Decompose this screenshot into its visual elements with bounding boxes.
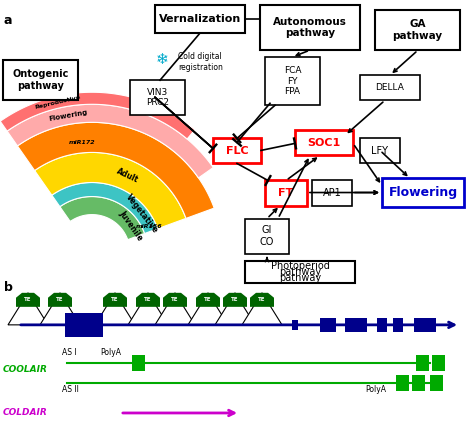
Text: COOLAIR: COOLAIR [3,365,48,375]
Polygon shape [136,293,160,307]
FancyBboxPatch shape [260,5,360,50]
Polygon shape [223,293,247,307]
Polygon shape [128,293,168,325]
Text: TE: TE [111,297,119,302]
Polygon shape [40,293,80,325]
Text: FLC: FLC [226,146,248,156]
Text: PolyA: PolyA [365,385,386,394]
Bar [345,318,367,332]
FancyBboxPatch shape [265,181,307,206]
Polygon shape [8,293,48,325]
Bar [396,375,409,391]
Bar [393,318,403,332]
Text: Vernalization: Vernalization [159,14,241,24]
Polygon shape [48,293,72,307]
Bar [430,375,443,391]
Polygon shape [196,293,220,307]
Text: TE: TE [204,297,212,302]
FancyBboxPatch shape [213,139,261,163]
Bar [320,318,336,332]
Text: TE: TE [231,297,239,302]
FancyBboxPatch shape [375,10,460,50]
Polygon shape [155,293,195,325]
Text: VIN3
PRC2: VIN3 PRC2 [146,88,169,107]
Text: Flowering: Flowering [388,186,457,199]
Polygon shape [163,293,187,307]
Text: GA
pathway: GA pathway [392,19,443,41]
Text: Ontogenic
pathway: Ontogenic pathway [12,69,69,91]
Text: TE: TE [144,297,152,302]
FancyBboxPatch shape [312,181,352,206]
FancyBboxPatch shape [245,219,289,254]
Polygon shape [52,182,158,233]
Polygon shape [60,197,145,239]
Text: Juvenile: Juvenile [117,209,144,242]
Text: Photoperiod
pathway: Photoperiod pathway [271,261,329,283]
Text: miR172: miR172 [69,140,96,145]
Text: FCA
FY
FPA: FCA FY FPA [284,66,301,96]
FancyBboxPatch shape [360,139,400,163]
Text: TE: TE [56,297,64,302]
Bar [377,318,387,332]
FancyBboxPatch shape [245,261,355,283]
Text: AS II: AS II [62,385,79,394]
Text: DELLA: DELLA [375,83,404,92]
Text: AP1: AP1 [323,188,341,198]
Bar [412,375,425,391]
Polygon shape [18,123,214,218]
Bar [414,318,436,332]
Text: Vegetative: Vegetative [124,193,160,235]
Text: GI
CO: GI CO [260,225,274,247]
Text: ❄: ❄ [155,52,168,67]
Polygon shape [250,293,274,307]
Text: Flowering: Flowering [48,109,88,122]
Text: b: b [4,281,13,294]
Bar [292,320,298,330]
Text: Adult: Adult [116,166,140,184]
FancyBboxPatch shape [295,130,353,155]
Text: FT: FT [278,188,293,198]
FancyBboxPatch shape [130,80,185,115]
Text: PolyA: PolyA [100,348,121,357]
Polygon shape [7,104,213,178]
Text: TE: TE [258,297,266,302]
Text: miR156: miR156 [136,224,163,229]
Text: a: a [4,14,12,27]
Text: COLDAIR: COLDAIR [3,408,48,417]
FancyBboxPatch shape [3,60,78,100]
FancyBboxPatch shape [265,57,320,105]
Polygon shape [95,293,135,325]
Polygon shape [188,293,228,325]
Text: SOC1: SOC1 [307,138,341,148]
Text: TE: TE [24,297,32,302]
Polygon shape [0,92,195,139]
Text: pathway: pathway [279,267,321,277]
Bar [65,313,103,337]
FancyBboxPatch shape [155,5,245,33]
Text: AS I: AS I [62,348,77,357]
Polygon shape [16,293,40,307]
FancyBboxPatch shape [360,75,420,100]
Text: Reproductive: Reproductive [34,94,81,110]
Text: LFY: LFY [372,146,389,156]
Polygon shape [103,293,127,307]
Polygon shape [242,293,282,325]
Bar [432,355,445,371]
FancyBboxPatch shape [382,178,464,207]
Text: Autonomous
pathway: Autonomous pathway [273,17,347,39]
Polygon shape [35,152,186,229]
Bar [132,355,145,371]
Polygon shape [215,293,255,325]
Text: TE: TE [171,297,179,302]
Text: Cold digital
registration: Cold digital registration [178,52,223,71]
Bar [416,355,429,371]
